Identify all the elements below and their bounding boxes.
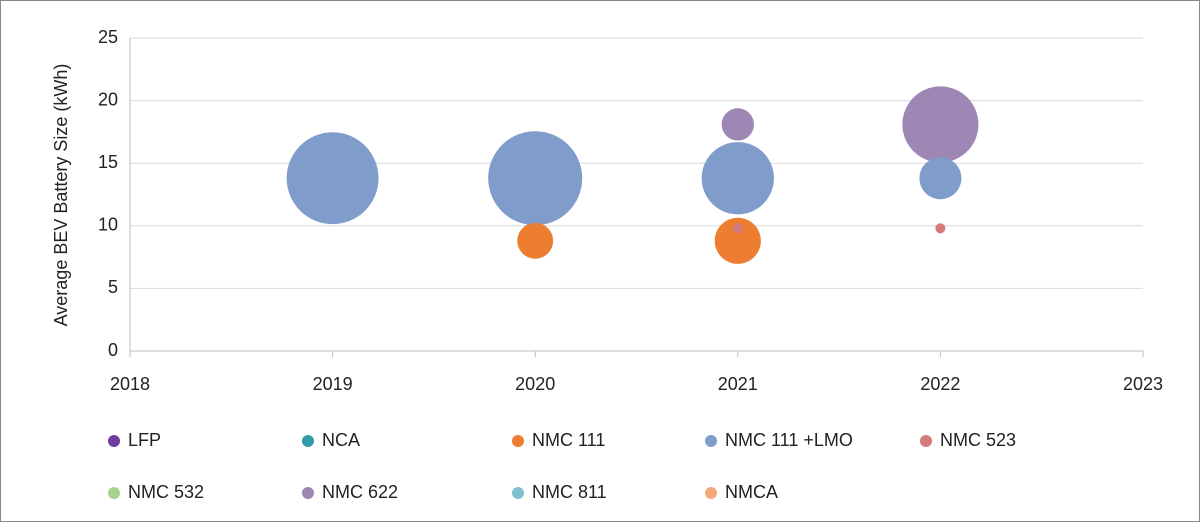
legend-label: NMC 622: [322, 482, 398, 502]
bubble: [902, 86, 979, 163]
bubble: [517, 222, 554, 259]
bubble: [714, 217, 761, 264]
y-tick-label: 10: [98, 215, 118, 235]
bubble: [286, 132, 379, 225]
x-tick-label: 2018: [110, 374, 150, 394]
bubble: [732, 223, 743, 234]
bubble: [721, 108, 754, 141]
legend-marker: [108, 435, 120, 447]
y-tick-label: 5: [108, 277, 118, 297]
x-tick-label: 2022: [920, 374, 960, 394]
legend-label: LFP: [128, 430, 161, 450]
legend-label: NCA: [322, 430, 360, 450]
bubble: [935, 223, 946, 234]
y-tick-label: 20: [98, 89, 118, 109]
legend-label: NMC 811: [532, 482, 607, 502]
legend-marker: [512, 487, 524, 499]
legend-label: NMC 523: [940, 430, 1016, 450]
legend-marker: [302, 487, 314, 499]
x-tick-label: 2020: [515, 374, 555, 394]
legend-marker: [705, 435, 717, 447]
x-tick-label: 2019: [313, 374, 353, 394]
bubble: [701, 142, 774, 215]
y-tick-label: 25: [98, 27, 118, 47]
legend-label: NMC 111: [532, 430, 605, 450]
y-axis-label: Average BEV Battery Size (kWh): [51, 64, 71, 327]
legend-marker: [920, 435, 932, 447]
legend-marker: [108, 487, 120, 499]
x-tick-label: 2021: [718, 374, 758, 394]
legend-label: NMCA: [725, 482, 778, 502]
legend-marker: [302, 435, 314, 447]
legend-label: NMC 532: [128, 482, 204, 502]
legend-marker: [512, 435, 524, 447]
y-tick-label: 15: [98, 152, 118, 172]
bubble: [919, 157, 962, 200]
x-tick-label: 2023: [1123, 374, 1163, 394]
legend-marker: [705, 487, 717, 499]
bubble: [488, 131, 583, 226]
legend-label: NMC 111 +LMO: [725, 430, 853, 450]
y-tick-label: 0: [108, 340, 118, 360]
